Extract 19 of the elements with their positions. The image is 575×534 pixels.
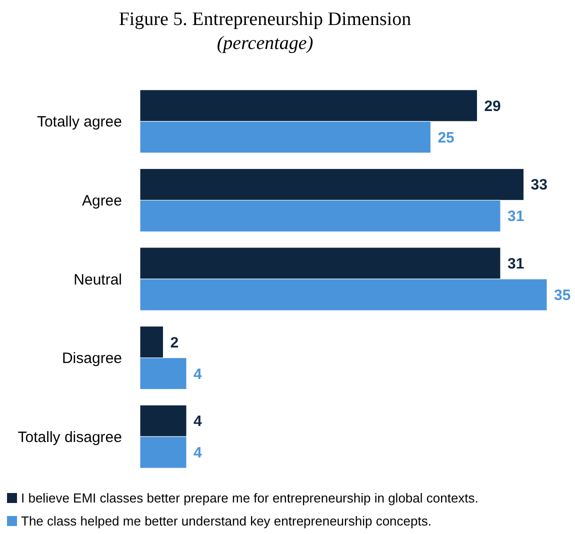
data-label: 4 [194, 413, 203, 430]
data-label: 4 [194, 444, 203, 462]
legend-label: I believe EMI classes better prepare me for entrepreneurship in global contexts. [21, 490, 478, 506]
y-tick-label: Neutral [74, 271, 122, 288]
y-tick-label: Totally agree [36, 114, 122, 131]
data-label: 31 [507, 255, 524, 272]
data-label: 31 [507, 208, 524, 226]
data-label: 33 [530, 176, 548, 194]
chart-title: Figure 5. Entrepreneurship Dimension [118, 9, 412, 30]
y-tick-label: Totally disagree [18, 428, 122, 446]
chart-subtitle: (percentage) [216, 33, 314, 54]
data-label: 29 [484, 98, 501, 115]
data-label: 35 [554, 287, 571, 304]
legend-label: The class helped me better understand key entrepreneurship concepts. [21, 514, 432, 529]
data-label: 2 [170, 334, 179, 352]
data-label: 25 [438, 129, 454, 146]
data-label: 4 [194, 366, 203, 383]
y-tick-label: Agree [82, 192, 122, 210]
y-tick-label: Disagree [62, 350, 122, 368]
